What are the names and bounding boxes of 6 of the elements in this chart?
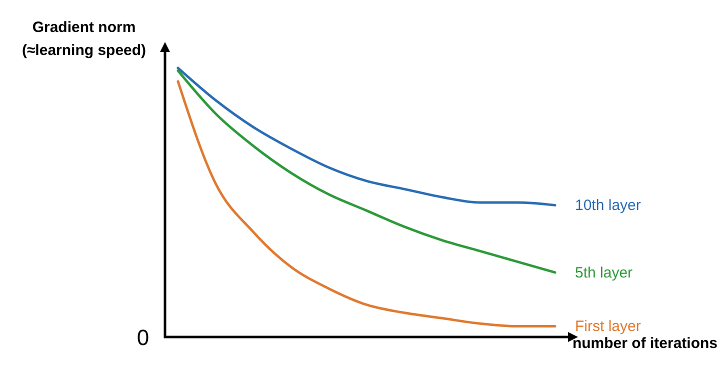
y-axis-title: Gradient norm (≈learning speed) xyxy=(22,19,146,59)
x-axis-title: number of iterations xyxy=(572,335,718,352)
text: 0 xyxy=(136,325,150,350)
series-label: 10th layer xyxy=(575,197,641,214)
series-label: 5th layer xyxy=(575,264,633,282)
series-label: First layer xyxy=(575,318,641,336)
